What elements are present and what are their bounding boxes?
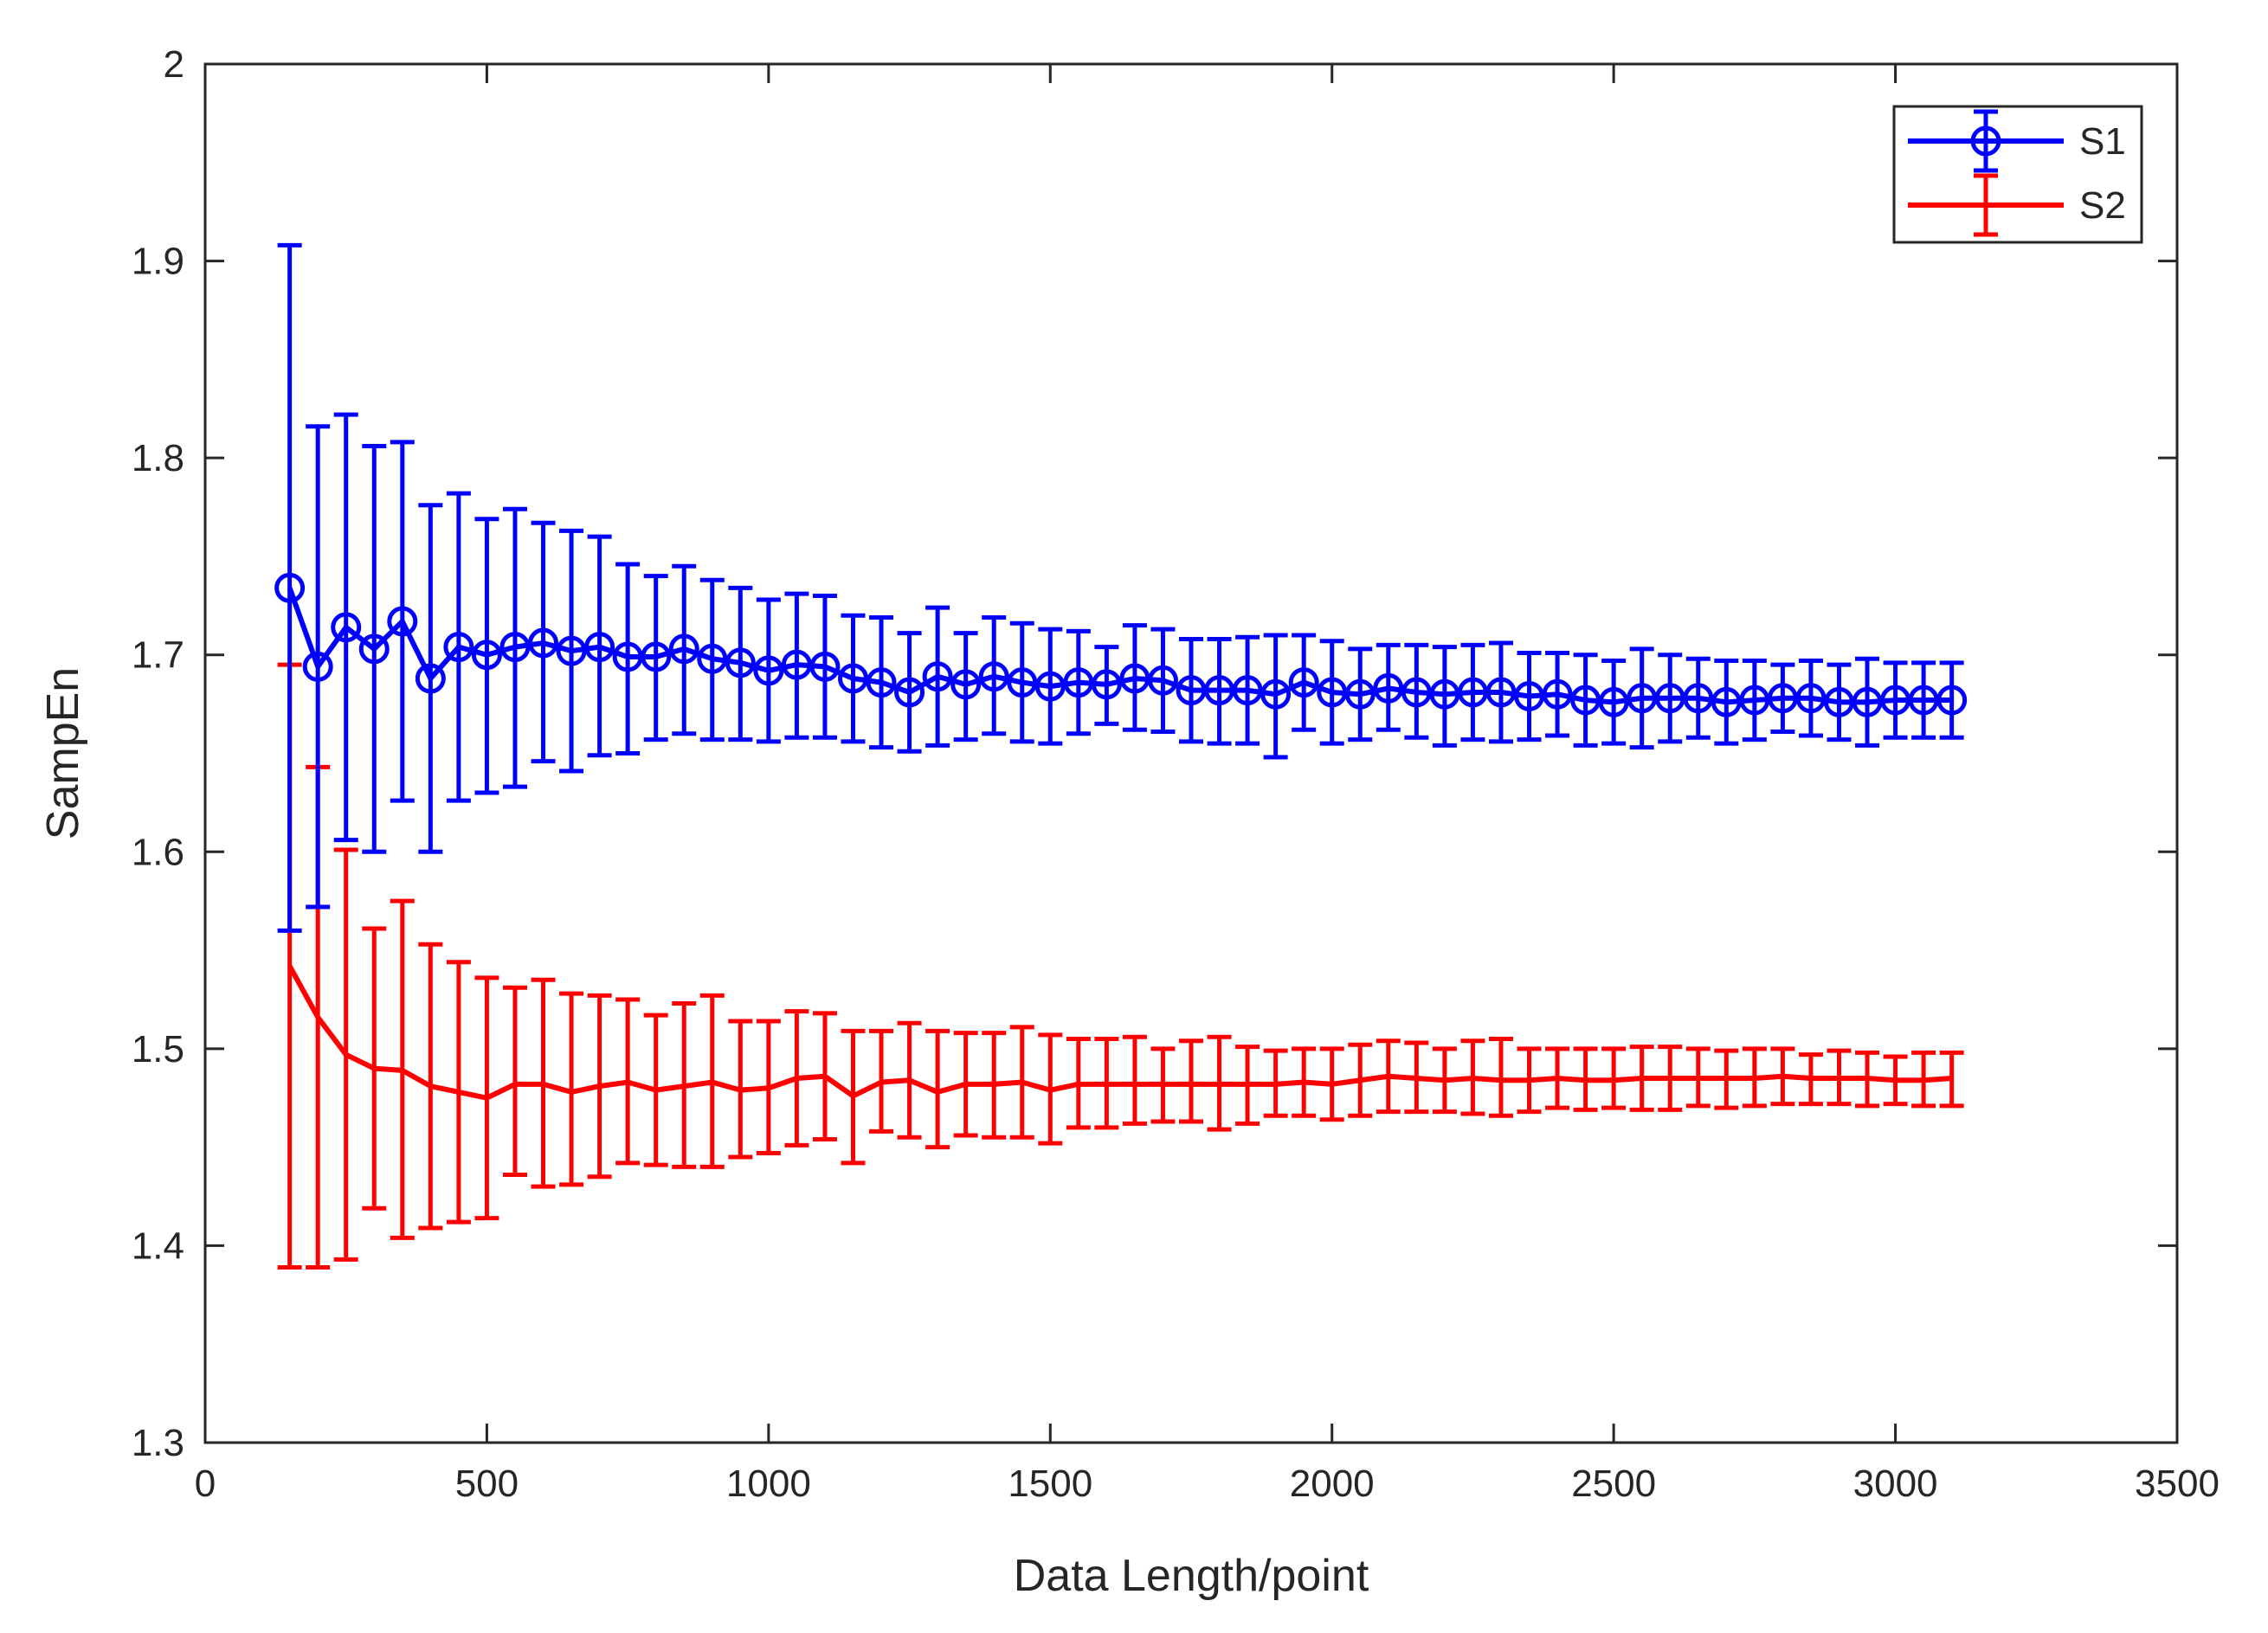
- series-line-s2: [287, 964, 1952, 1101]
- y-tick-label: 1.8: [132, 437, 184, 479]
- data-point: [1767, 683, 1798, 714]
- data-point: [499, 632, 531, 663]
- data-point: [1683, 683, 1714, 714]
- data-point: [471, 640, 502, 671]
- x-tick-label: 3500: [2135, 1463, 2220, 1505]
- legend-entry-s2: S2: [1908, 173, 2126, 237]
- data-point: [331, 612, 362, 643]
- data-point: [1147, 665, 1178, 696]
- data-point: [1317, 677, 1348, 708]
- data-point: [1007, 667, 1038, 698]
- data-point: [274, 572, 306, 603]
- x-tick-label: 2500: [1571, 1463, 1656, 1505]
- data-point: [556, 635, 587, 666]
- y-tick-label: 1.6: [132, 831, 184, 873]
- data-point: [1119, 663, 1150, 694]
- data-point: [1232, 675, 1263, 706]
- series-s1: [274, 242, 1968, 933]
- x-tick-label: 2000: [1290, 1463, 1375, 1505]
- data-point: [809, 651, 841, 682]
- data-point: [443, 632, 474, 663]
- y-tick-label: 1.7: [132, 634, 184, 677]
- data-point: [584, 632, 615, 663]
- data-point: [1260, 678, 1292, 710]
- data-point: [1795, 683, 1827, 714]
- data-point: [302, 651, 333, 682]
- data-point: [1823, 686, 1854, 717]
- x-tick-label: 0: [195, 1463, 216, 1505]
- data-point: [1542, 678, 1573, 710]
- y-tick-label: 1.9: [132, 241, 184, 283]
- data-point: [725, 647, 756, 678]
- x-tick-label: 500: [455, 1463, 519, 1505]
- plot-frame: [203, 62, 2179, 1444]
- data-point: [1176, 675, 1207, 706]
- legend-label: S1: [2079, 120, 2126, 163]
- x-tick-label: 3000: [1853, 1463, 1938, 1505]
- series-s2: [277, 662, 1964, 1270]
- data-point: [415, 663, 446, 694]
- x-tick-label: 1000: [726, 1463, 811, 1505]
- data-point: [1936, 685, 1968, 716]
- data-point: [1204, 675, 1235, 706]
- data-point: [781, 649, 812, 680]
- data-point: [1627, 683, 1658, 714]
- data-point: [1485, 677, 1517, 708]
- data-point: [1514, 681, 1545, 712]
- data-point: [697, 643, 728, 674]
- data-point: [387, 606, 418, 637]
- data-point: [1598, 686, 1629, 717]
- data-point: [668, 633, 699, 665]
- data-point: [1711, 686, 1742, 717]
- data-point: [1091, 669, 1122, 700]
- data-point: [1654, 683, 1685, 714]
- x-tick-label: 1500: [1008, 1463, 1092, 1505]
- x-axis-title: Data Length/point: [1014, 1551, 1369, 1601]
- data-point: [1429, 678, 1460, 710]
- data-point: [1908, 685, 1939, 716]
- data-point: [641, 641, 672, 672]
- y-tick-label: 2: [164, 43, 184, 86]
- legend-label: S2: [2079, 184, 2126, 227]
- data-point: [1570, 685, 1601, 716]
- legend-entry-s1: S1: [1908, 109, 2126, 173]
- data-point: [866, 667, 897, 698]
- data-point: [358, 633, 390, 665]
- data-point: [950, 669, 982, 700]
- axes: 0 500 1000 1500 2000 2500 3000 3500 1.3 1.4 1.5 1.6…: [38, 43, 2220, 1601]
- y-tick-label: 1.5: [132, 1028, 184, 1070]
- data-point: [612, 641, 643, 672]
- data-point: [1401, 677, 1432, 708]
- y-axis-title: SampEn: [38, 667, 88, 839]
- data-point: [894, 677, 925, 708]
- data-point: [1457, 677, 1488, 708]
- data-point: [1344, 678, 1376, 710]
- data-point: [1063, 667, 1094, 698]
- data-point: [1288, 667, 1319, 698]
- data-point: [1034, 671, 1066, 702]
- data-point: [1852, 686, 1883, 717]
- data-point: [922, 661, 953, 692]
- legend-marker: [1970, 125, 2001, 157]
- data-point: [528, 627, 559, 659]
- data-point: [978, 661, 1009, 692]
- data-point: [1880, 685, 1911, 716]
- y-tick-label: 1.4: [132, 1225, 184, 1267]
- data-point: [1739, 685, 1770, 716]
- data-point: [1373, 672, 1404, 704]
- data-point: [837, 663, 868, 694]
- data-point: [753, 655, 784, 686]
- y-tick-label: 1.3: [132, 1422, 184, 1464]
- legend-box: [1892, 105, 2143, 244]
